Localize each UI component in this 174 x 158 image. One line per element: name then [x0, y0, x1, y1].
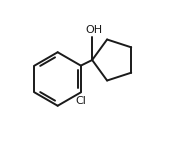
- Text: Cl: Cl: [75, 96, 86, 106]
- Text: OH: OH: [85, 25, 102, 35]
